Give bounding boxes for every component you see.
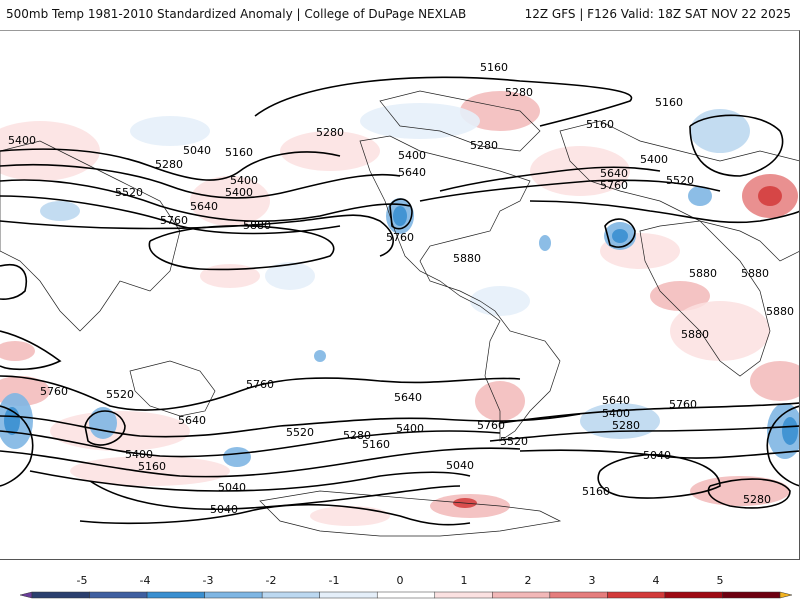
colorbar: -5 -4 -3 -2 -1 0 1 2 3 4 5 [0,574,800,600]
contour-label: 5280 [743,493,771,506]
model-run-info: 12Z GFS | F126 Valid: 18Z SAT NOV 22 202… [524,7,791,21]
contour-label: 5280 [505,86,533,99]
colorbar-tick-label: -4 [139,574,151,587]
colorbar-segment [607,591,666,599]
contour-label: 5400 [8,134,36,147]
contour-label: 5520 [115,186,143,199]
colorbar-tick-label: 2 [524,574,532,587]
contour-label: 5640 [178,414,206,427]
contour-label: 5760 [669,398,697,411]
map-title: 500mb Temp 1981-2010 Standardized Anomal… [6,7,467,21]
colorbar-tick-label: 0 [396,574,404,587]
colorbar-tick-label: -5 [76,574,88,587]
contour-label: 5280 [343,429,371,442]
contour-label: 5400 [602,407,630,420]
contour-label: 5520 [286,426,314,439]
contour-label: 5040 [183,144,211,157]
colorbar-tick-label: 5 [716,574,724,587]
continent-outlines [0,90,799,537]
contour-label: 5160 [138,460,166,473]
contour-label: 5400 [125,448,153,461]
contour-label: 5520 [666,174,694,187]
colorbar-segment [261,591,320,599]
contour-label: 5640 [398,166,426,179]
contour-label: 5040 [643,449,671,462]
colorbar-tick-label: 4 [652,574,660,587]
colorbar-segment [549,591,608,599]
contour-label: 5400 [398,149,426,162]
height-contours [0,76,799,526]
contour-label: 5160 [480,61,508,74]
colorbar-tick-label: -3 [202,574,214,587]
contour-label: 5640 [600,167,628,180]
colorbar-left-arrow [19,591,33,599]
contour-label: 5520 [500,435,528,448]
contour-label: 5280 [316,126,344,139]
colorbar-segment [434,591,493,599]
contour-label: 5880 [681,328,709,341]
colorbar-tick-label: 1 [460,574,468,587]
contour-label: 5760 [246,378,274,391]
contour-label: 5160 [655,96,683,109]
colorbar-segment [89,591,148,599]
colorbar-segment [722,591,781,599]
contour-label: 5280 [155,158,183,171]
contour-label: 5640 [190,200,218,213]
contour-label: 5760 [600,179,628,192]
colorbar-segment [146,591,205,599]
title-bar: 500mb Temp 1981-2010 Standardized Anomal… [0,0,800,30]
contour-label: 5880 [243,219,271,232]
anomaly-map: 5160 5280 5160 5400 5040 5160 5280 5400 … [0,61,799,537]
contour-label: 5040 [446,459,474,472]
contour-label: 5280 [612,419,640,432]
contour-label: 5040 [210,503,238,516]
contour-label: 5160 [586,118,614,131]
contour-label: 5880 [689,267,717,280]
contour-label: 5160 [362,438,390,451]
contour-label: 5160 [582,485,610,498]
contour-label: 5760 [40,385,68,398]
contour-label: 5880 [453,252,481,265]
contour-label: 5760 [386,231,414,244]
colorbar-segment [664,591,723,599]
contour-label: 5040 [218,481,246,494]
contour-label: 5160 [225,146,253,159]
colorbar-tick-label: -1 [328,574,340,587]
colorbar-segment [204,591,263,599]
colorbar-segment [31,591,90,599]
colorbar-segment [319,591,378,599]
contour-label: 5880 [766,305,794,318]
colorbar-segment [492,591,551,599]
contour-label: 5640 [394,391,422,404]
contour-label: 5400 [396,422,424,435]
contour-label: 5400 [640,153,668,166]
contour-label: 5760 [160,214,188,227]
colorbar-segment [376,591,436,599]
contour-label: 5400 [230,174,258,187]
contour-label: 5400 [225,186,253,199]
colorbar-tick-label: -2 [265,574,277,587]
colorbar-right-arrow [779,591,793,599]
contour-label: 5640 [602,394,630,407]
contour-label: 5760 [477,419,505,432]
contour-label: 5520 [106,388,134,401]
contour-label: 5280 [470,139,498,152]
contour-label: 5880 [741,267,769,280]
contour-labels: 5160 5280 5160 5400 5040 5160 5280 5400 … [8,61,794,516]
colorbar-scale [19,591,793,599]
colorbar-tick-label: 3 [588,574,596,587]
map-panel[interactable]: 5160 5280 5160 5400 5040 5160 5280 5400 … [0,30,800,560]
